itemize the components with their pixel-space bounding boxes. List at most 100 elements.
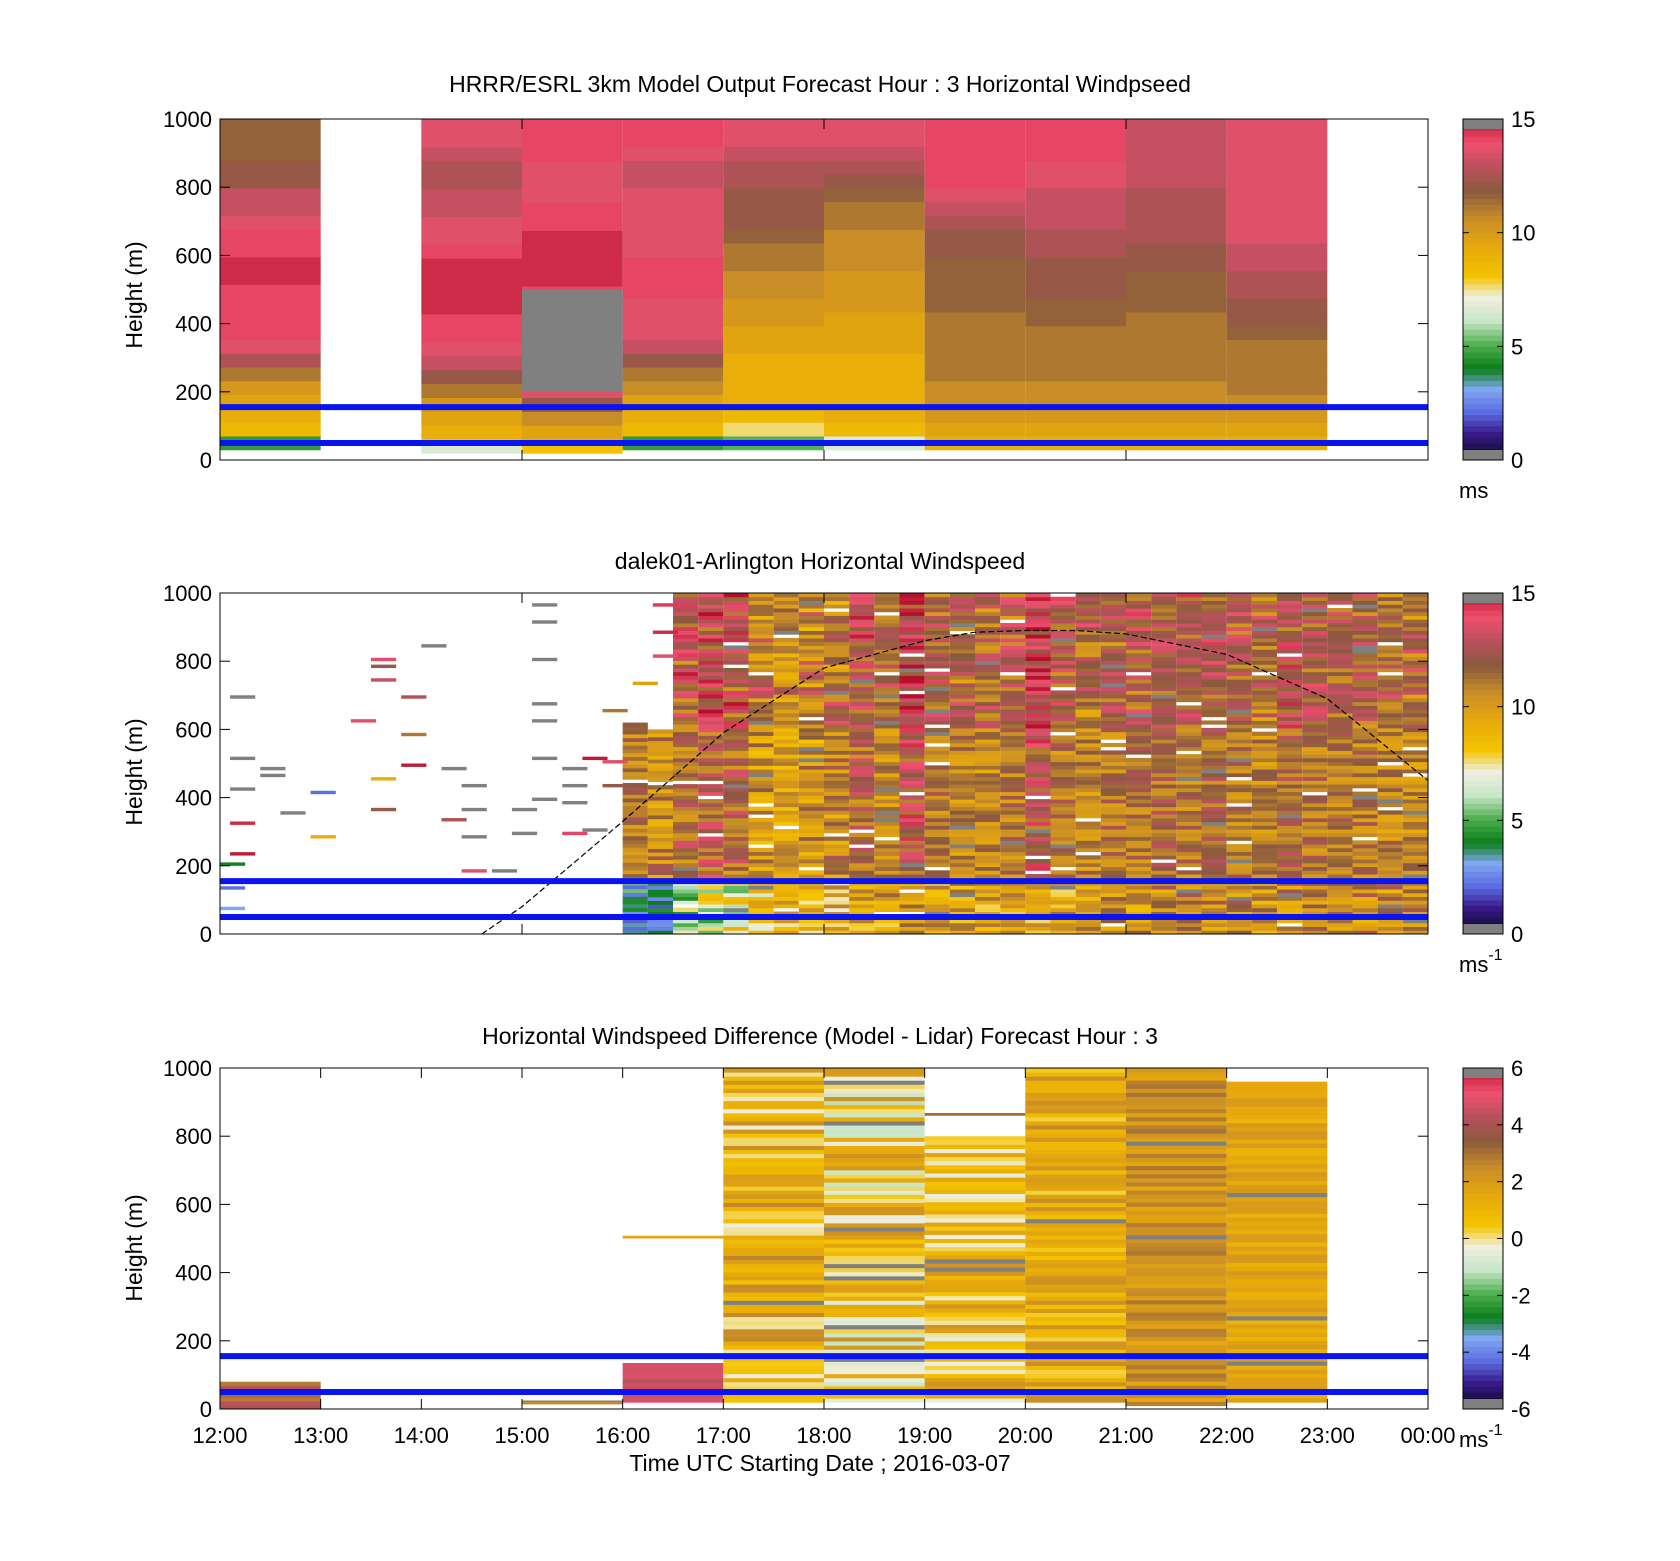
heatmap-cell bbox=[874, 660, 900, 665]
heatmap-cell bbox=[1050, 720, 1076, 725]
heatmap-cell bbox=[673, 727, 699, 733]
heatmap-cell bbox=[723, 926, 749, 931]
heatmap-cell bbox=[698, 593, 724, 598]
heatmap-cell bbox=[949, 855, 975, 860]
heatmap-cell bbox=[874, 870, 900, 875]
heatmap-cell bbox=[924, 1361, 1026, 1366]
heatmap-cell bbox=[1126, 1198, 1227, 1203]
heatmap-cell bbox=[723, 1259, 824, 1265]
heatmap-cell bbox=[1000, 829, 1026, 834]
heatmap-cell bbox=[1000, 806, 1026, 811]
heatmap-cell bbox=[1226, 784, 1252, 789]
heatmap-cell bbox=[1352, 593, 1378, 598]
heatmap-cell bbox=[1025, 649, 1051, 654]
heatmap-cell bbox=[1352, 641, 1378, 646]
heatmap-cell bbox=[723, 215, 824, 230]
heatmap-cell bbox=[723, 615, 749, 620]
heatmap-cell bbox=[1151, 780, 1177, 785]
heatmap-cell bbox=[1377, 746, 1403, 751]
heatmap-cell bbox=[1126, 1373, 1227, 1378]
heatmap-cell bbox=[1377, 690, 1403, 695]
heatmap-cell bbox=[522, 272, 623, 287]
heatmap-cell bbox=[647, 930, 673, 935]
heatmap-cell bbox=[1377, 682, 1403, 688]
heatmap-cell bbox=[849, 787, 875, 793]
x-tick-label: 18:00 bbox=[796, 1423, 851, 1448]
heatmap-cell bbox=[698, 810, 724, 815]
heatmap-cell bbox=[1251, 862, 1277, 868]
heatmap-cell bbox=[1025, 619, 1051, 624]
heatmap-cell bbox=[975, 817, 1001, 823]
heatmap-cell bbox=[1277, 772, 1303, 778]
heatmap-cell bbox=[1377, 754, 1403, 759]
heatmap-cell bbox=[220, 311, 321, 327]
heatmap-cell bbox=[647, 777, 673, 782]
heatmap-cell bbox=[924, 817, 950, 823]
heatmap-cell bbox=[723, 298, 824, 313]
heatmap-cell bbox=[924, 630, 950, 635]
heatmap-cell bbox=[1352, 791, 1378, 796]
heatmap-cell bbox=[230, 695, 256, 699]
missing-data-cell bbox=[522, 289, 623, 392]
heatmap-cell bbox=[748, 664, 774, 669]
heatmap-cell bbox=[1201, 679, 1227, 684]
heatmap-cell bbox=[1025, 630, 1051, 635]
heatmap-cell bbox=[849, 870, 875, 875]
heatmap-cell bbox=[1377, 709, 1403, 714]
heatmap-cell bbox=[798, 735, 824, 740]
heatmap-cell bbox=[1151, 724, 1177, 729]
heatmap-cell bbox=[748, 712, 774, 718]
heatmap-cell bbox=[924, 904, 950, 909]
heatmap-cell bbox=[1126, 284, 1227, 299]
heatmap-cell bbox=[1025, 1336, 1126, 1342]
heatmap-cell bbox=[622, 813, 648, 818]
heatmap-cell bbox=[1377, 817, 1403, 823]
heatmap-cell bbox=[1352, 911, 1378, 916]
heatmap-cell bbox=[949, 649, 975, 654]
heatmap-cell bbox=[798, 630, 824, 635]
heatmap-cell bbox=[698, 694, 724, 699]
heatmap-cell bbox=[673, 686, 699, 691]
heatmap-cell bbox=[798, 645, 824, 650]
heatmap-cell bbox=[1377, 600, 1403, 605]
heatmap-cell bbox=[1226, 593, 1252, 598]
heatmap-cell bbox=[874, 720, 900, 725]
heatmap-cell bbox=[1000, 596, 1026, 601]
heatmap-cell bbox=[1226, 866, 1252, 871]
heatmap-cell bbox=[748, 720, 774, 725]
heatmap-cell bbox=[230, 756, 256, 761]
heatmap-cell bbox=[1277, 761, 1303, 766]
heatmap-cell bbox=[698, 889, 724, 894]
heatmap-cell bbox=[1226, 814, 1252, 819]
heatmap-cell bbox=[924, 1365, 1026, 1370]
heatmap-cell bbox=[1226, 769, 1252, 774]
heatmap-cell bbox=[1277, 637, 1303, 643]
heatmap-cell bbox=[1201, 712, 1227, 718]
heatmap-cell bbox=[824, 1194, 925, 1199]
heatmap-cell bbox=[798, 634, 824, 639]
heatmap-cell bbox=[1151, 802, 1177, 808]
heatmap-cell bbox=[975, 802, 1001, 808]
heatmap-cell bbox=[522, 160, 623, 176]
heatmap-cell bbox=[1402, 724, 1428, 729]
heatmap-cell bbox=[874, 667, 900, 673]
heatmap-cell bbox=[1327, 885, 1353, 890]
heatmap-cell bbox=[1226, 201, 1328, 216]
heatmap-cell bbox=[798, 724, 824, 729]
heatmap-cell bbox=[1402, 911, 1428, 916]
heatmap-cell bbox=[773, 821, 799, 826]
heatmap-cell bbox=[673, 671, 699, 676]
heatmap-cell bbox=[1000, 611, 1026, 616]
heatmap-cell bbox=[1327, 634, 1353, 639]
heatmap-cell bbox=[748, 622, 774, 628]
heatmap-cell bbox=[874, 750, 900, 755]
heatmap-cell bbox=[824, 1088, 925, 1093]
heatmap-cell bbox=[1025, 900, 1051, 905]
heatmap-cell bbox=[1075, 926, 1101, 931]
heatmap-cell bbox=[1302, 701, 1328, 706]
heatmap-cell bbox=[1126, 1124, 1227, 1130]
heatmap-cell bbox=[1126, 757, 1152, 763]
heatmap-cell bbox=[824, 1092, 925, 1098]
heatmap-cell bbox=[1176, 690, 1202, 695]
heatmap-cell bbox=[975, 780, 1001, 785]
